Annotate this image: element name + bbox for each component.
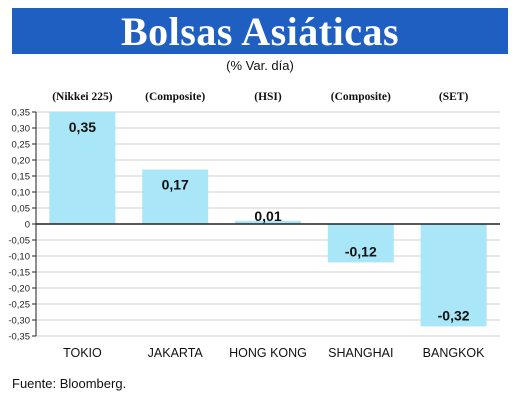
value-label: 0,35 (69, 119, 96, 135)
category-label: SHANGHAI (328, 346, 393, 360)
bar (142, 169, 209, 224)
y-tick-label: -0,30 (8, 316, 30, 327)
y-tick-label: 0,15 (12, 172, 31, 183)
index-label: (Composite) (331, 91, 391, 103)
bar (49, 112, 116, 224)
bar (420, 224, 487, 327)
y-tick-label: 0,10 (12, 188, 31, 199)
index-label: (SET) (439, 91, 469, 103)
value-label: 0,01 (254, 208, 281, 224)
y-tick-label: -0,05 (8, 236, 30, 247)
y-tick-label: -0,25 (8, 300, 30, 311)
index-label: (Composite) (145, 91, 205, 103)
value-label: -0,32 (438, 307, 470, 323)
value-label: -0,12 (345, 243, 377, 259)
y-tick-label: 0,30 (12, 124, 31, 135)
y-tick-label: -0,20 (8, 284, 30, 295)
value-label: 0,17 (162, 177, 189, 193)
y-tick-label: 0,35 (12, 108, 31, 119)
y-tick-label: 0 (25, 220, 30, 231)
y-tick-label: -0,15 (8, 268, 30, 279)
y-tick-label: 0,05 (12, 204, 31, 215)
bar (235, 220, 301, 224)
source-note: Fuente: Bloomberg. (12, 376, 127, 391)
title-bar: Bolsas Asiáticas (12, 8, 508, 54)
category-label: TOKIO (63, 346, 102, 360)
category-label: BANGKOK (423, 346, 485, 360)
category-label: JAKARTA (148, 346, 204, 360)
bar (327, 224, 394, 263)
chart-title: Bolsas Asiáticas (120, 8, 400, 54)
index-label: (Nikkei 225) (52, 91, 113, 103)
category-label: HONG KONG (229, 346, 307, 360)
y-tick-label: 0,20 (12, 156, 31, 167)
y-tick-label: -0,10 (8, 252, 30, 263)
chart-subtitle: (% Var. día) (226, 58, 294, 73)
y-tick-label: 0,25 (12, 140, 31, 151)
index-label: (HSI) (254, 91, 282, 103)
y-tick-label: -0,35 (8, 332, 30, 343)
